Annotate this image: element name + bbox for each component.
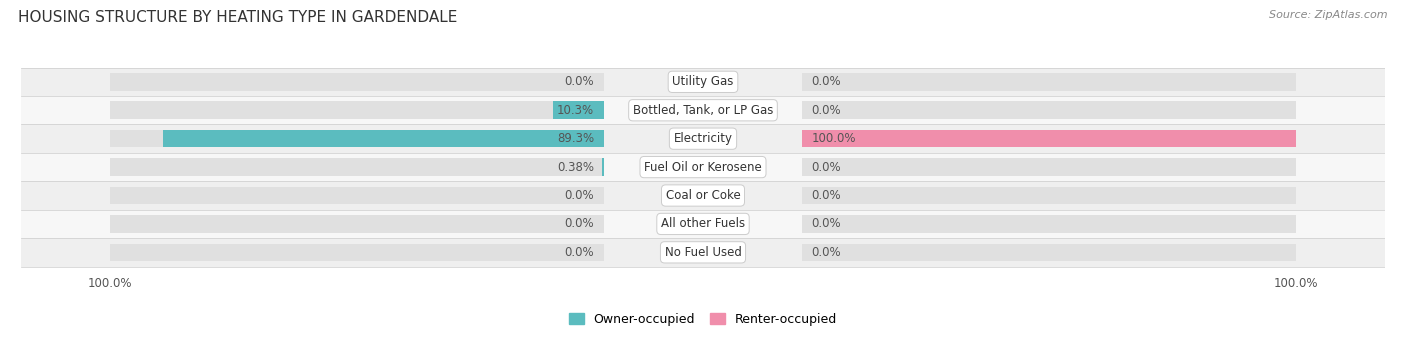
Bar — [21, 124, 1385, 153]
Bar — [554, 102, 605, 119]
Bar — [110, 215, 605, 233]
Text: 0.0%: 0.0% — [811, 104, 841, 117]
Bar — [801, 130, 1296, 147]
Text: All other Fuels: All other Fuels — [661, 218, 745, 231]
Text: Electricity: Electricity — [673, 132, 733, 145]
Bar — [801, 187, 1296, 204]
Text: Bottled, Tank, or LP Gas: Bottled, Tank, or LP Gas — [633, 104, 773, 117]
Bar — [110, 158, 605, 176]
Bar — [801, 215, 1296, 233]
Text: 0.0%: 0.0% — [565, 246, 595, 259]
Bar — [801, 73, 1296, 91]
Text: Utility Gas: Utility Gas — [672, 75, 734, 88]
Bar — [110, 102, 605, 119]
Legend: Owner-occupied, Renter-occupied: Owner-occupied, Renter-occupied — [568, 313, 838, 326]
Text: Source: ZipAtlas.com: Source: ZipAtlas.com — [1270, 10, 1388, 20]
Text: 100.0%: 100.0% — [811, 132, 856, 145]
Text: 0.0%: 0.0% — [811, 189, 841, 202]
Text: 0.0%: 0.0% — [565, 189, 595, 202]
Text: 10.3%: 10.3% — [557, 104, 595, 117]
Text: Fuel Oil or Kerosene: Fuel Oil or Kerosene — [644, 161, 762, 174]
Bar — [110, 187, 605, 204]
Bar — [801, 158, 1296, 176]
Text: 0.0%: 0.0% — [565, 218, 595, 231]
Bar — [21, 68, 1385, 96]
Text: 0.0%: 0.0% — [811, 246, 841, 259]
Text: 0.0%: 0.0% — [811, 161, 841, 174]
Bar — [21, 96, 1385, 124]
Bar — [801, 243, 1296, 261]
Text: HOUSING STRUCTURE BY HEATING TYPE IN GARDENDALE: HOUSING STRUCTURE BY HEATING TYPE IN GAR… — [18, 10, 458, 25]
Bar — [21, 181, 1385, 210]
Text: 0.0%: 0.0% — [811, 75, 841, 88]
Bar — [801, 130, 1296, 147]
Text: No Fuel Used: No Fuel Used — [665, 246, 741, 259]
Bar — [110, 243, 605, 261]
Text: Coal or Coke: Coal or Coke — [665, 189, 741, 202]
Bar — [21, 238, 1385, 267]
Bar — [110, 73, 605, 91]
Bar — [110, 130, 605, 147]
Bar — [163, 130, 605, 147]
Text: 0.38%: 0.38% — [557, 161, 595, 174]
Bar — [21, 153, 1385, 181]
Text: 89.3%: 89.3% — [557, 132, 595, 145]
Text: 0.0%: 0.0% — [811, 218, 841, 231]
Bar — [602, 158, 605, 176]
Bar — [801, 102, 1296, 119]
Bar — [21, 210, 1385, 238]
Text: 0.0%: 0.0% — [565, 75, 595, 88]
